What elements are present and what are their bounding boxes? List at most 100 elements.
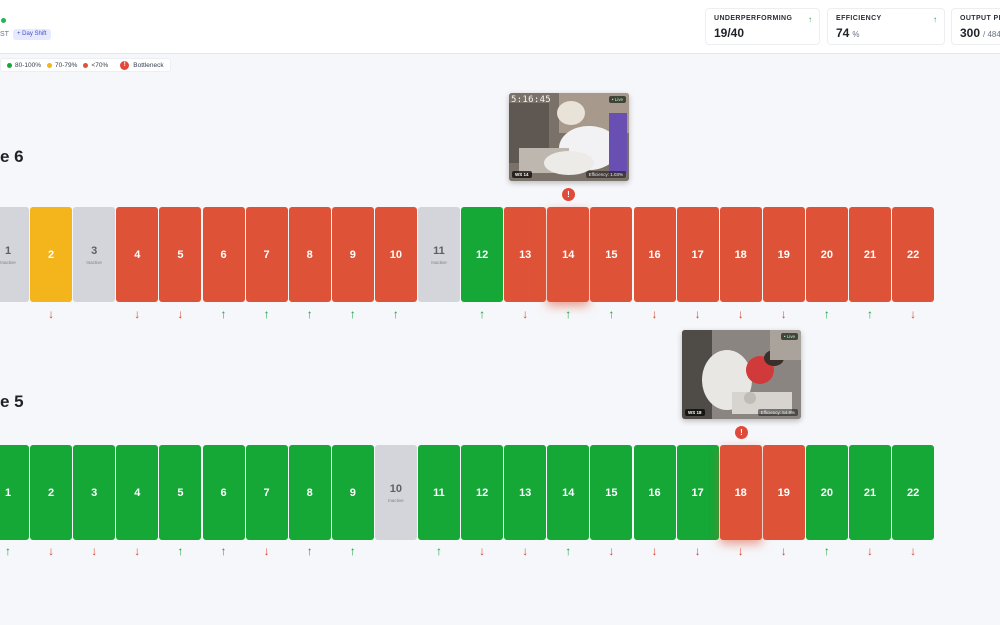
station-number: 21 [863,486,877,499]
trend-down-arrow-icon: ↓ [780,307,787,321]
station-l5-3[interactable]: 3 [73,445,116,540]
trend-up-arrow-icon: ↑ [565,544,572,558]
camera-scene-image [509,93,629,181]
station-l6-20[interactable]: 20 [805,207,848,302]
trend-up-arrow-icon: ↑ [823,307,830,321]
stat-efficiency[interactable]: EFFICIENCY 74% ↑ [827,8,945,45]
trend-up-arrow-icon: ↑ [220,307,227,321]
trend-down-arrow-icon: ↓ [694,307,701,321]
station-number: 22 [906,248,920,261]
station-number: 14 [562,486,575,499]
station-l5-7[interactable]: 7 [245,445,288,540]
shift-chip[interactable]: + Day Shift [13,29,51,40]
station-l6-5[interactable]: 5 [159,207,202,302]
station-l6-17[interactable]: 17 [676,207,719,302]
trend-down-arrow-icon: ↓ [651,307,658,321]
station-number: 12 [475,486,489,499]
station-number: 15 [605,248,618,261]
arrow-up-icon: ↑ [933,15,937,24]
station-l6-11[interactable]: 11 Inactive [418,207,460,302]
station-l6-13[interactable]: 13 [504,207,547,302]
station-l5-14[interactable]: 14 [547,445,590,540]
station-number: 16 [648,248,661,261]
stat-output[interactable]: OUTPUT PER 300/ 484 [951,8,1000,45]
bottleneck-alert-icon[interactable]: ! [735,426,748,439]
trend-up-arrow-icon: ↑ [392,307,399,321]
legend-item-mid: 70-79% [47,62,77,69]
station-number: 3 [91,244,98,257]
trend-down-arrow-icon: ↓ [522,544,529,558]
trend-down-arrow-icon: ↓ [263,544,270,558]
camera-feed-ws18[interactable]: • Live WS 18 Efficiency: 54.9% [682,330,801,419]
station-l5-22[interactable]: 22 [892,445,935,540]
station-l6-4[interactable]: 4 [116,207,159,302]
station-l6-15[interactable]: 15 [590,207,633,302]
station-l5-12[interactable]: 12 [461,445,504,540]
station-l5-13[interactable]: 13 [504,445,547,540]
station-status-text: Inactive [0,259,16,265]
station-l5-2[interactable]: 2 [30,445,73,540]
station-number: 10 [389,482,403,495]
station-l6-1[interactable]: 1 Inactive [0,207,29,302]
trend-up-arrow-icon: ↑ [177,544,184,558]
station-l5-9[interactable]: 9 [331,445,374,540]
station-l5-15[interactable]: 15 [590,445,633,540]
station-l5-6[interactable]: 6 [202,445,245,540]
station-number: 9 [349,486,356,499]
station-number: 18 [734,486,747,499]
station-l5-17[interactable]: 17 [676,445,719,540]
station-number: 20 [820,248,834,261]
station-l5-19[interactable]: 19 [762,445,805,540]
camera-feed-ws14[interactable]: 5:16:45 • Live WS 14 Efficiency: 1.03% [509,93,629,181]
station-l5-5[interactable]: 5 [159,445,202,540]
station-l6-16[interactable]: 16 [633,207,676,302]
station-l5-10[interactable]: 10 Inactive [374,445,417,540]
station-l6-6[interactable]: 6 [202,207,245,302]
legend-item-low: <70% [83,62,108,69]
trend-down-arrow-icon: ↓ [134,307,141,321]
camera-timestamp: 5:16:45 [511,95,552,105]
station-l5-11[interactable]: 11 [418,445,460,540]
station-l6-12[interactable]: 12 [461,207,504,302]
station-l6-9[interactable]: 9 [331,207,374,302]
station-l6-7[interactable]: 7 [245,207,288,302]
station-l6-2[interactable]: 2 [30,207,73,302]
station-l6-18[interactable]: 18 [719,207,762,302]
station-l5-8[interactable]: 8 [288,445,331,540]
station-l6-14[interactable]: 14 [547,207,590,302]
bottleneck-alert-icon: ! [120,60,130,70]
stat-value: 74% [836,26,860,40]
trend-down-arrow-icon: ↓ [651,544,658,558]
trend-down-arrow-icon: ↓ [737,307,744,321]
trend-up-arrow-icon: ↑ [5,544,11,558]
station-l6-8[interactable]: 8 [288,207,331,302]
stat-underperforming[interactable]: UNDERPERFORMING 19/40 ↑ [705,8,820,45]
station-l6-19[interactable]: 19 [762,207,805,302]
station-number: 17 [691,486,704,499]
trend-up-arrow-icon: ↑ [306,307,313,321]
stat-label: UNDERPERFORMING [714,15,793,22]
stat-label: EFFICIENCY [836,15,882,22]
bottleneck-alert-icon[interactable]: ! [562,188,575,201]
station-l5-21[interactable]: 21 [849,445,891,540]
station-l5-20[interactable]: 20 [805,445,848,540]
station-number: 20 [820,486,834,499]
station-number: 8 [306,486,313,499]
station-l6-3[interactable]: 3 Inactive [73,207,116,302]
station-number: 4 [134,248,141,261]
trend-down-arrow-icon: ↓ [479,544,486,558]
legend-dot-icon [47,62,53,68]
station-number: 15 [605,486,618,499]
stat-value: 300/ 484 [960,26,1000,40]
station-l5-16[interactable]: 16 [633,445,676,540]
trend-up-arrow-icon: ↑ [220,544,227,558]
station-number: 7 [263,486,270,499]
station-l5-18[interactable]: 18 [719,445,762,540]
station-number: 2 [48,248,55,261]
station-l6-22[interactable]: 22 [892,207,935,302]
station-l5-1[interactable]: 1 [0,445,29,540]
station-number: 17 [691,248,704,261]
station-l6-21[interactable]: 21 [849,207,891,302]
station-l6-10[interactable]: 10 [374,207,417,302]
station-l5-4[interactable]: 4 [116,445,159,540]
